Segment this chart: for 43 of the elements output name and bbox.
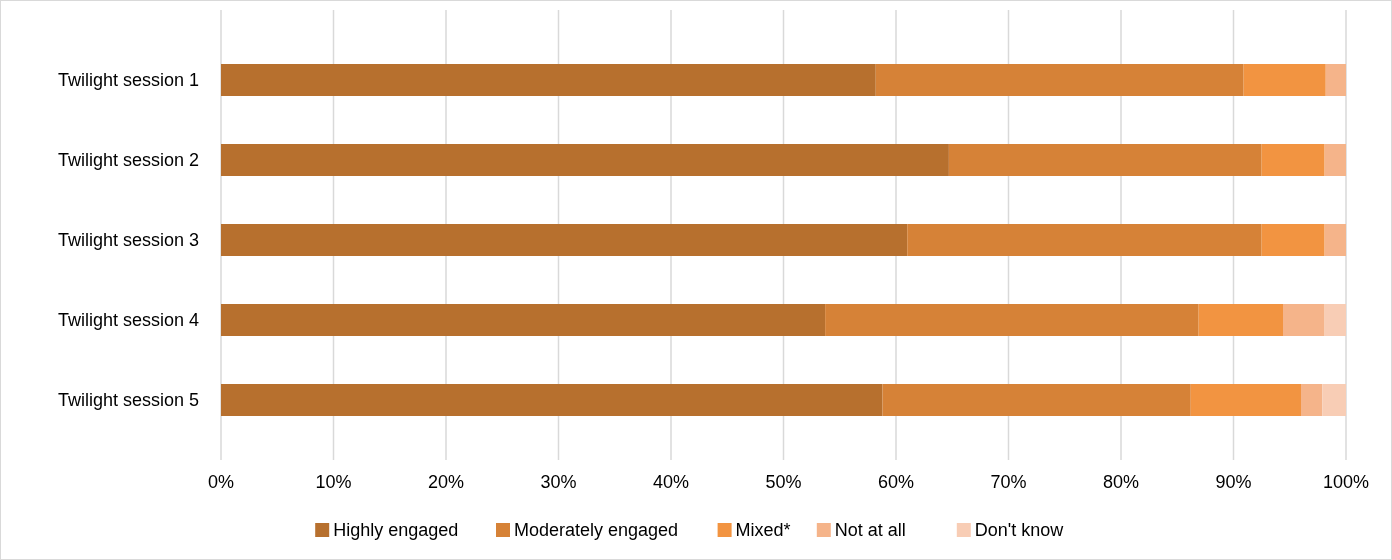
bar bbox=[1283, 304, 1325, 336]
legend-label: Not at all bbox=[834, 520, 906, 540]
bar bbox=[1325, 64, 1346, 96]
bar bbox=[221, 64, 876, 96]
bar bbox=[1324, 224, 1346, 256]
bar bbox=[221, 144, 949, 176]
bar bbox=[1243, 64, 1326, 96]
x-tick-label: 40% bbox=[652, 472, 690, 492]
bar bbox=[1190, 384, 1301, 416]
y-tick-label: Twilight session 5 bbox=[57, 390, 199, 410]
bar bbox=[1261, 224, 1325, 256]
bar bbox=[1301, 384, 1323, 416]
bar bbox=[875, 64, 1244, 96]
y-tick-label: Twilight session 4 bbox=[57, 310, 199, 330]
bar bbox=[1198, 304, 1283, 336]
x-tick-label: 50% bbox=[765, 472, 802, 492]
x-tick-label: 80% bbox=[1102, 472, 1140, 492]
x-tick-label: 100% bbox=[1322, 472, 1370, 492]
y-tick-label: Twilight session 1 bbox=[57, 70, 199, 90]
x-tick-label: 20% bbox=[427, 472, 465, 492]
legend-label: Highly engaged bbox=[333, 520, 459, 540]
x-tick-label: 30% bbox=[540, 472, 577, 492]
bar bbox=[221, 304, 826, 336]
bar bbox=[1324, 304, 1346, 336]
bar bbox=[1261, 144, 1325, 176]
bar bbox=[948, 144, 1262, 176]
x-tick-label: 60% bbox=[877, 472, 915, 492]
legend-label: Moderately engaged bbox=[514, 520, 679, 540]
x-tick-label: 70% bbox=[990, 472, 1027, 492]
legend-label: Mixed* bbox=[735, 520, 791, 540]
bar bbox=[221, 384, 883, 416]
bar bbox=[221, 224, 908, 256]
y-tick-label: Twilight session 3 bbox=[57, 230, 199, 250]
x-tick-label: 10% bbox=[315, 472, 352, 492]
x-tick-label: 0% bbox=[207, 472, 235, 492]
x-tick-label: 90% bbox=[1215, 472, 1252, 492]
bar bbox=[825, 304, 1199, 336]
bar bbox=[1322, 384, 1347, 416]
y-tick-label: Twilight session 2 bbox=[57, 150, 199, 170]
bar bbox=[1324, 144, 1346, 176]
legend-label: Don't know bbox=[974, 520, 1065, 540]
bar bbox=[907, 224, 1262, 256]
bar bbox=[882, 384, 1191, 416]
